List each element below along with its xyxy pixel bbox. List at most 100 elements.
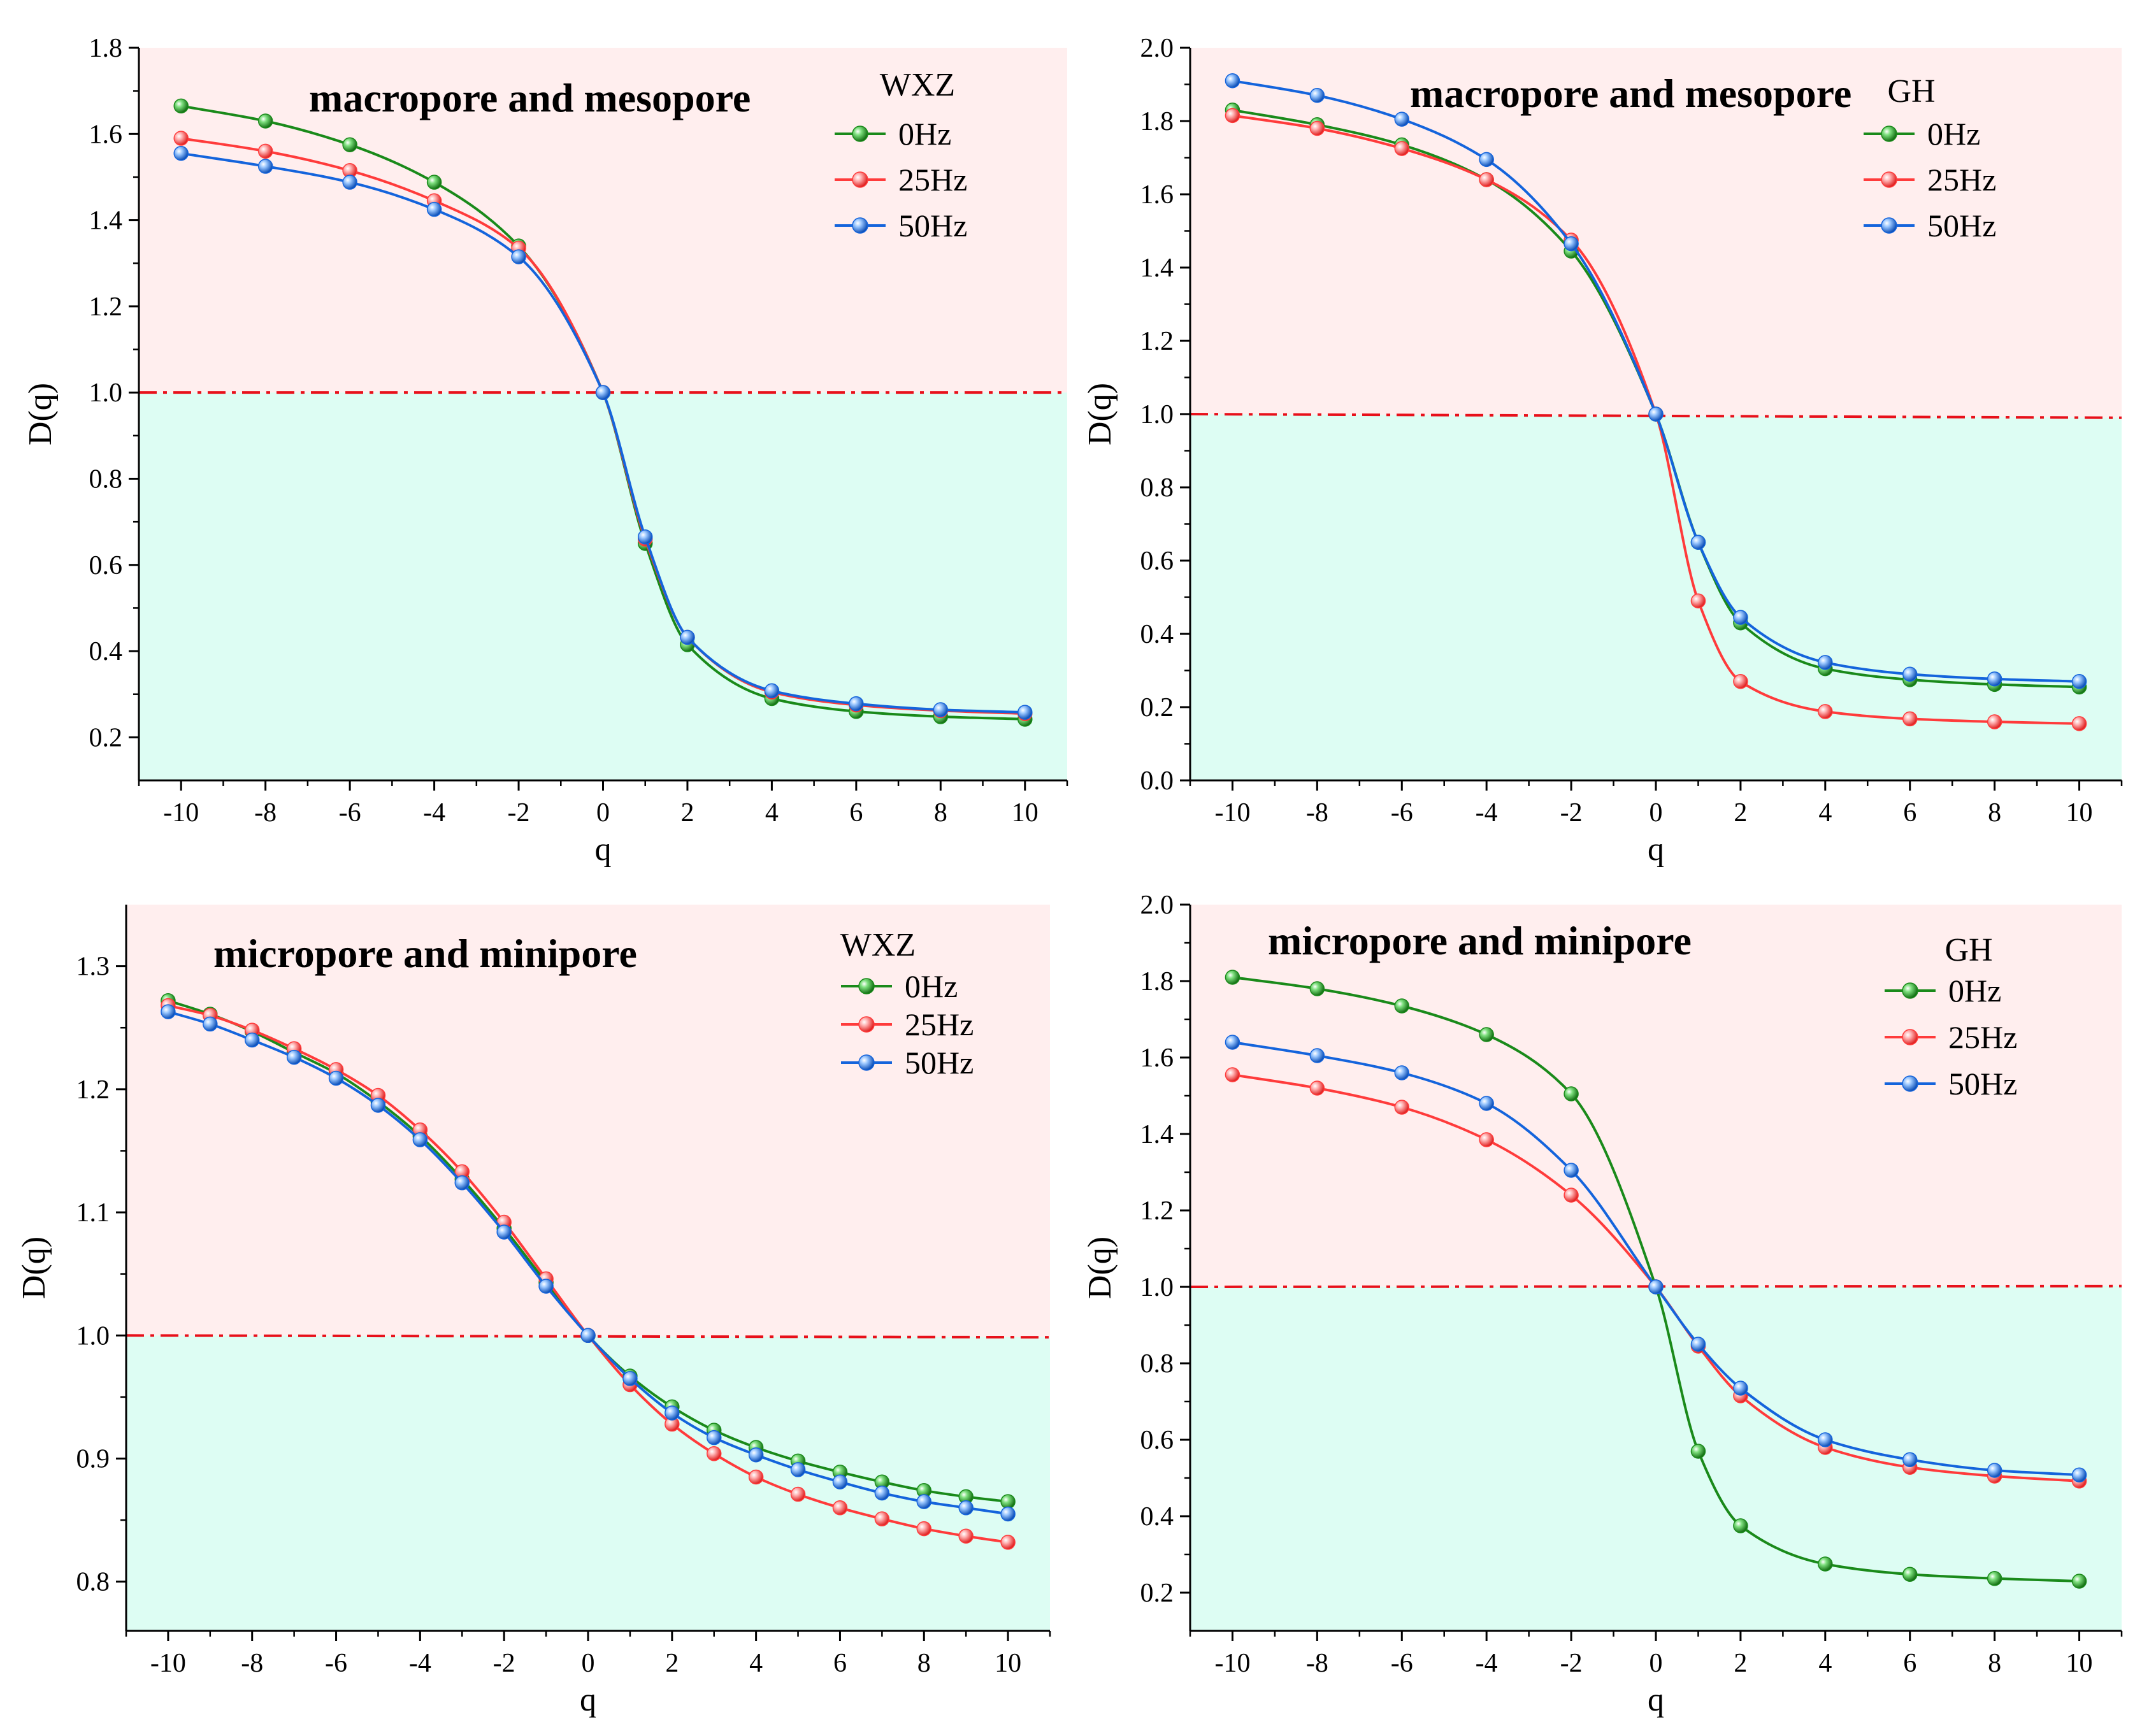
data-point-50Hz (1000, 1506, 1016, 1522)
y-axis-label: D(q) (1082, 383, 1118, 445)
x-tick-label: 10 (2066, 798, 2093, 828)
data-point-50Hz (916, 1494, 932, 1509)
data-point-50Hz (257, 159, 273, 174)
data-point-25Hz (790, 1486, 806, 1502)
x-tick-label: 2 (680, 798, 694, 828)
data-point-25Hz (1479, 172, 1494, 187)
x-tick-label: 4 (765, 798, 779, 828)
chart-title: micropore and minipore (1268, 918, 1692, 963)
y-tick-label: 1.6 (89, 120, 123, 149)
y-tick-label: 0.6 (89, 551, 123, 580)
data-point-25Hz (1394, 141, 1410, 156)
x-tick-label: 2 (1734, 1649, 1747, 1678)
legend-title: WXZ (880, 67, 955, 103)
y-tick-label: 0.8 (1140, 473, 1174, 503)
data-point-50Hz (580, 1328, 596, 1344)
y-tick-label: 0.4 (1140, 620, 1174, 649)
data-point-25Hz (1902, 711, 1918, 727)
x-tick-label: -10 (1214, 798, 1250, 828)
data-point-25Hz (1564, 1187, 1579, 1203)
y-tick-label: 0.4 (89, 637, 123, 666)
data-point-50Hz (1690, 534, 1706, 550)
y-tick-label: 0.2 (1140, 1579, 1174, 1608)
chart-title: macropore and mesopore (309, 75, 751, 120)
y-tick-label: 0.8 (1140, 1349, 1174, 1379)
data-point-50Hz (2071, 1467, 2087, 1482)
y-axis-label: D(q) (22, 383, 59, 445)
data-point-50Hz (622, 1371, 638, 1386)
legend-label-50Hz: 50Hz (898, 208, 967, 243)
region-below-one (1190, 414, 2122, 780)
x-tick-label: 4 (1818, 1649, 1832, 1678)
data-point-0Hz (1690, 1444, 1706, 1459)
legend-label-50Hz: 50Hz (905, 1045, 974, 1080)
data-point-50Hz (1818, 1432, 1833, 1447)
data-point-50Hz (1648, 406, 1664, 422)
data-point-50Hz (328, 1070, 344, 1086)
x-tick-label: -8 (254, 798, 277, 828)
x-tick-label: -10 (1214, 1649, 1250, 1678)
x-tick-label: -6 (1391, 1649, 1413, 1678)
data-point-50Hz (764, 683, 780, 699)
chart-panel-4: 0.2 0.4 0.6 0.8 1.0 1.2 1.4 1.6 1.8 2.0 -10 -8 -6 -4 -… (1082, 891, 2123, 1718)
legend-marker-25Hz (858, 1016, 875, 1033)
data-point-50Hz (342, 175, 357, 190)
x-tick-label: -2 (508, 798, 530, 828)
data-point-50Hz (1987, 671, 2002, 687)
y-tick-label: 1.6 (1140, 180, 1174, 210)
x-tick-label: -8 (241, 1649, 263, 1678)
y-tick-label: 1.2 (76, 1075, 110, 1105)
y-tick-label: 0.6 (1140, 547, 1174, 576)
data-point-0Hz (1818, 1556, 1833, 1572)
data-point-50Hz (958, 1500, 974, 1516)
y-tick-label: 1.0 (1140, 400, 1174, 429)
data-point-25Hz (832, 1500, 848, 1516)
y-tick-label: 1.2 (1140, 1196, 1174, 1226)
legend-marker-0Hz (858, 978, 875, 994)
x-axis-label: q (1648, 831, 1664, 868)
data-point-50Hz (286, 1049, 302, 1065)
data-point-50Hz (748, 1447, 764, 1463)
x-tick-label: 6 (849, 798, 863, 828)
data-point-50Hz (1225, 1035, 1240, 1050)
y-tick-label: 0.8 (76, 1568, 110, 1597)
x-tick-label: 8 (917, 1649, 931, 1678)
data-point-50Hz (1017, 705, 1033, 720)
legend-marker-25Hz (1881, 171, 1897, 188)
x-tick-label: 8 (934, 798, 947, 828)
legend-marker-0Hz (1902, 982, 1918, 999)
data-point-25Hz (1225, 1067, 1240, 1082)
chart-title: micropore and minipore (213, 931, 637, 976)
data-point-50Hz (1225, 73, 1240, 89)
y-tick-label: 1.8 (1140, 967, 1174, 996)
data-point-50Hz (1902, 666, 1918, 682)
data-point-50Hz (538, 1279, 554, 1294)
data-point-25Hz (1309, 1080, 1325, 1096)
data-point-0Hz (173, 98, 189, 114)
data-point-50Hz (680, 629, 695, 645)
legend-marker-50Hz (858, 1054, 875, 1071)
y-tick-label: 0.2 (1140, 693, 1174, 722)
legend-label-0Hz: 0Hz (898, 116, 951, 152)
data-point-50Hz (1394, 1065, 1410, 1080)
data-point-25Hz (257, 143, 273, 159)
legend-marker-25Hz (852, 171, 868, 188)
data-point-50Hz (637, 529, 653, 545)
region-below-one (139, 392, 1067, 780)
data-point-0Hz (1902, 1567, 1918, 1582)
data-point-50Hz (1479, 152, 1494, 168)
y-tick-label: 0.4 (1140, 1502, 1174, 1532)
legend-label-50Hz: 50Hz (1927, 208, 1996, 243)
x-tick-label: 2 (1734, 798, 1747, 828)
x-axis-label: q (580, 1682, 596, 1718)
x-tick-label: 6 (833, 1649, 847, 1678)
x-tick-label: 10 (1012, 798, 1039, 828)
data-point-25Hz (173, 131, 189, 146)
x-tick-label: 0 (596, 798, 610, 828)
data-point-50Hz (706, 1430, 722, 1445)
y-tick-label: 1.1 (76, 1198, 110, 1228)
data-point-0Hz (1987, 1571, 2002, 1586)
data-point-50Hz (1394, 111, 1410, 127)
data-point-50Hz (370, 1098, 386, 1113)
x-tick-label: -6 (339, 798, 361, 828)
